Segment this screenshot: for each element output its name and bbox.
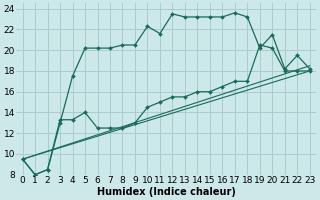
X-axis label: Humidex (Indice chaleur): Humidex (Indice chaleur)	[97, 187, 236, 197]
